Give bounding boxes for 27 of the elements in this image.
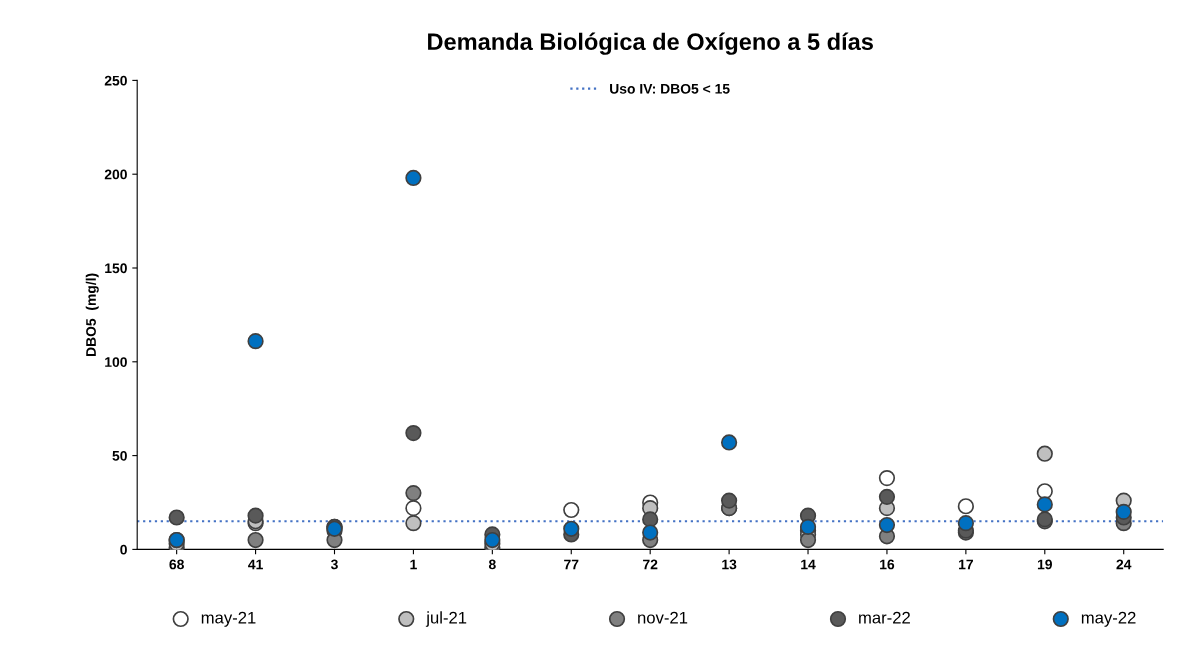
- x-tick-label: 77: [564, 559, 579, 570]
- y-tick-label: 250: [104, 75, 127, 86]
- y-axis-title: DBO5 (mg/l): [85, 273, 99, 357]
- legend-label: may-21: [201, 611, 256, 627]
- x-tick-label: 14: [801, 559, 816, 570]
- legend-label: may-22: [1081, 611, 1136, 627]
- x-tick-label: 13: [722, 559, 737, 570]
- x-tick-label: 16: [880, 559, 895, 570]
- x-tick-label: 8: [488, 559, 496, 570]
- legend-label: jul-21: [425, 611, 467, 627]
- x-tick-label: 41: [248, 559, 263, 570]
- x-tick-label: 19: [1037, 559, 1052, 570]
- x-tick-label: 3: [330, 559, 338, 570]
- y-tick-label: 0: [120, 544, 127, 555]
- x-tick-label: 68: [169, 559, 184, 570]
- legend-label: nov-21: [638, 611, 688, 624]
- y-tick-label: 100: [105, 357, 127, 367]
- x-tick-label: 24: [1116, 559, 1132, 570]
- legend-label: Uso IV: DBO5 < 15: [610, 83, 730, 94]
- chart-title: Demanda Biológica de Oxígeno a 5 días: [428, 32, 873, 55]
- x-tick-label: 17: [959, 559, 973, 570]
- y-tick-label: 50: [112, 450, 127, 461]
- y-tick-label: 150: [105, 263, 127, 274]
- x-tick-label: 72: [643, 559, 658, 570]
- y-tick-label: 200: [104, 169, 127, 180]
- legend-label: mar-22: [859, 611, 910, 624]
- x-tick-label: 1: [410, 559, 417, 570]
